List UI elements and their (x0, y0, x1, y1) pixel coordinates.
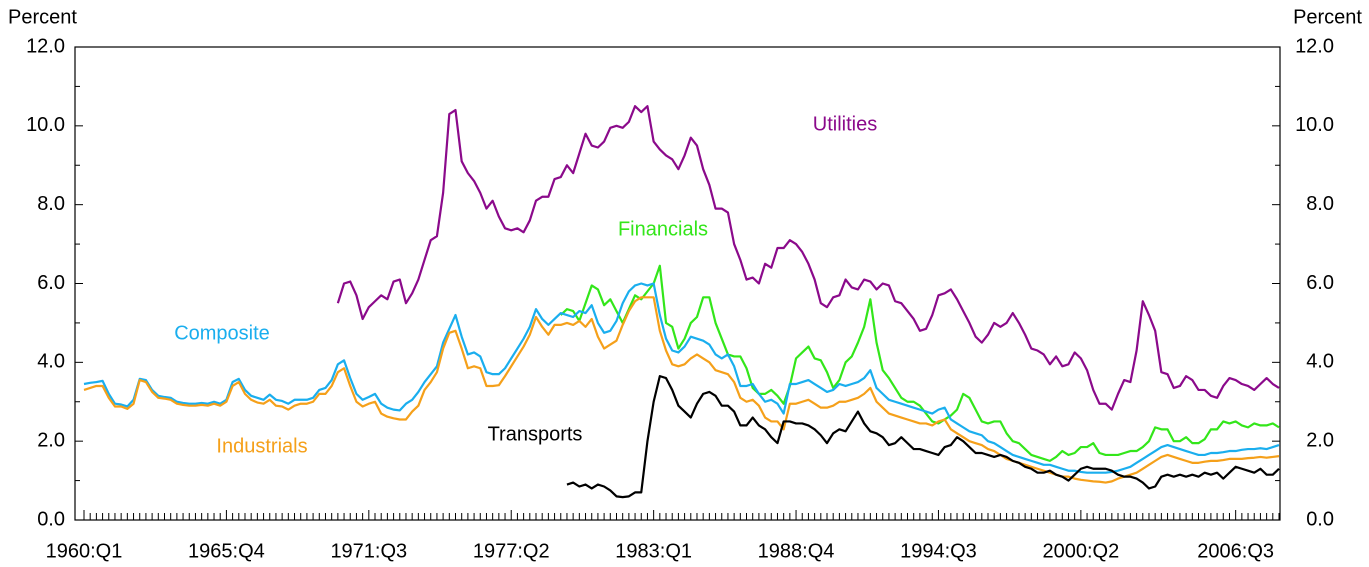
x-tick-label: 2006:Q3 (1197, 540, 1274, 562)
series-label: Composite (174, 322, 270, 344)
y-tick-label: 0.0 (37, 508, 65, 530)
x-tick-label: 1960:Q1 (46, 540, 123, 562)
x-tick-label: 2000:Q2 (1042, 540, 1119, 562)
y2-tick-label: 10.0 (1295, 114, 1334, 136)
series-label: Utilities (813, 113, 877, 135)
y2-tick-label: 0.0 (1306, 508, 1334, 530)
x-tick-label: 1971:Q3 (330, 540, 407, 562)
series-line (336, 105, 1280, 411)
x-tick-label: 1977:Q2 (473, 540, 550, 562)
x-tick-label: 1994:Q3 (900, 540, 977, 562)
series-line (560, 264, 1280, 462)
y2-tick-label: 12.0 (1295, 35, 1334, 57)
x-tick-label: 1983:Q1 (615, 540, 692, 562)
y2-tick-label: 4.0 (1306, 351, 1334, 373)
y-tick-label: 10.0 (26, 114, 65, 136)
y-tick-label: 8.0 (37, 193, 65, 215)
y-axis-label: Percent (8, 6, 77, 28)
y-tick-label: 4.0 (37, 351, 65, 373)
y-tick-label: 2.0 (37, 429, 65, 451)
y2-tick-label: 2.0 (1306, 429, 1334, 451)
x-tick-label: 1988:Q4 (758, 540, 835, 562)
x-tick-label: 1965:Q4 (188, 540, 265, 562)
series-line (83, 282, 1280, 474)
series-label: Transports (488, 423, 583, 445)
y2-tick-label: 8.0 (1306, 193, 1334, 215)
series-line (83, 296, 1280, 484)
series-label: Financials (618, 218, 708, 240)
y2-tick-label: 6.0 (1306, 272, 1334, 294)
y2-axis-label: Percent (1293, 6, 1362, 28)
y-tick-label: 12.0 (26, 35, 65, 57)
series-label: Industrials (216, 435, 307, 457)
series-line (566, 375, 1280, 499)
y-tick-label: 6.0 (37, 272, 65, 294)
